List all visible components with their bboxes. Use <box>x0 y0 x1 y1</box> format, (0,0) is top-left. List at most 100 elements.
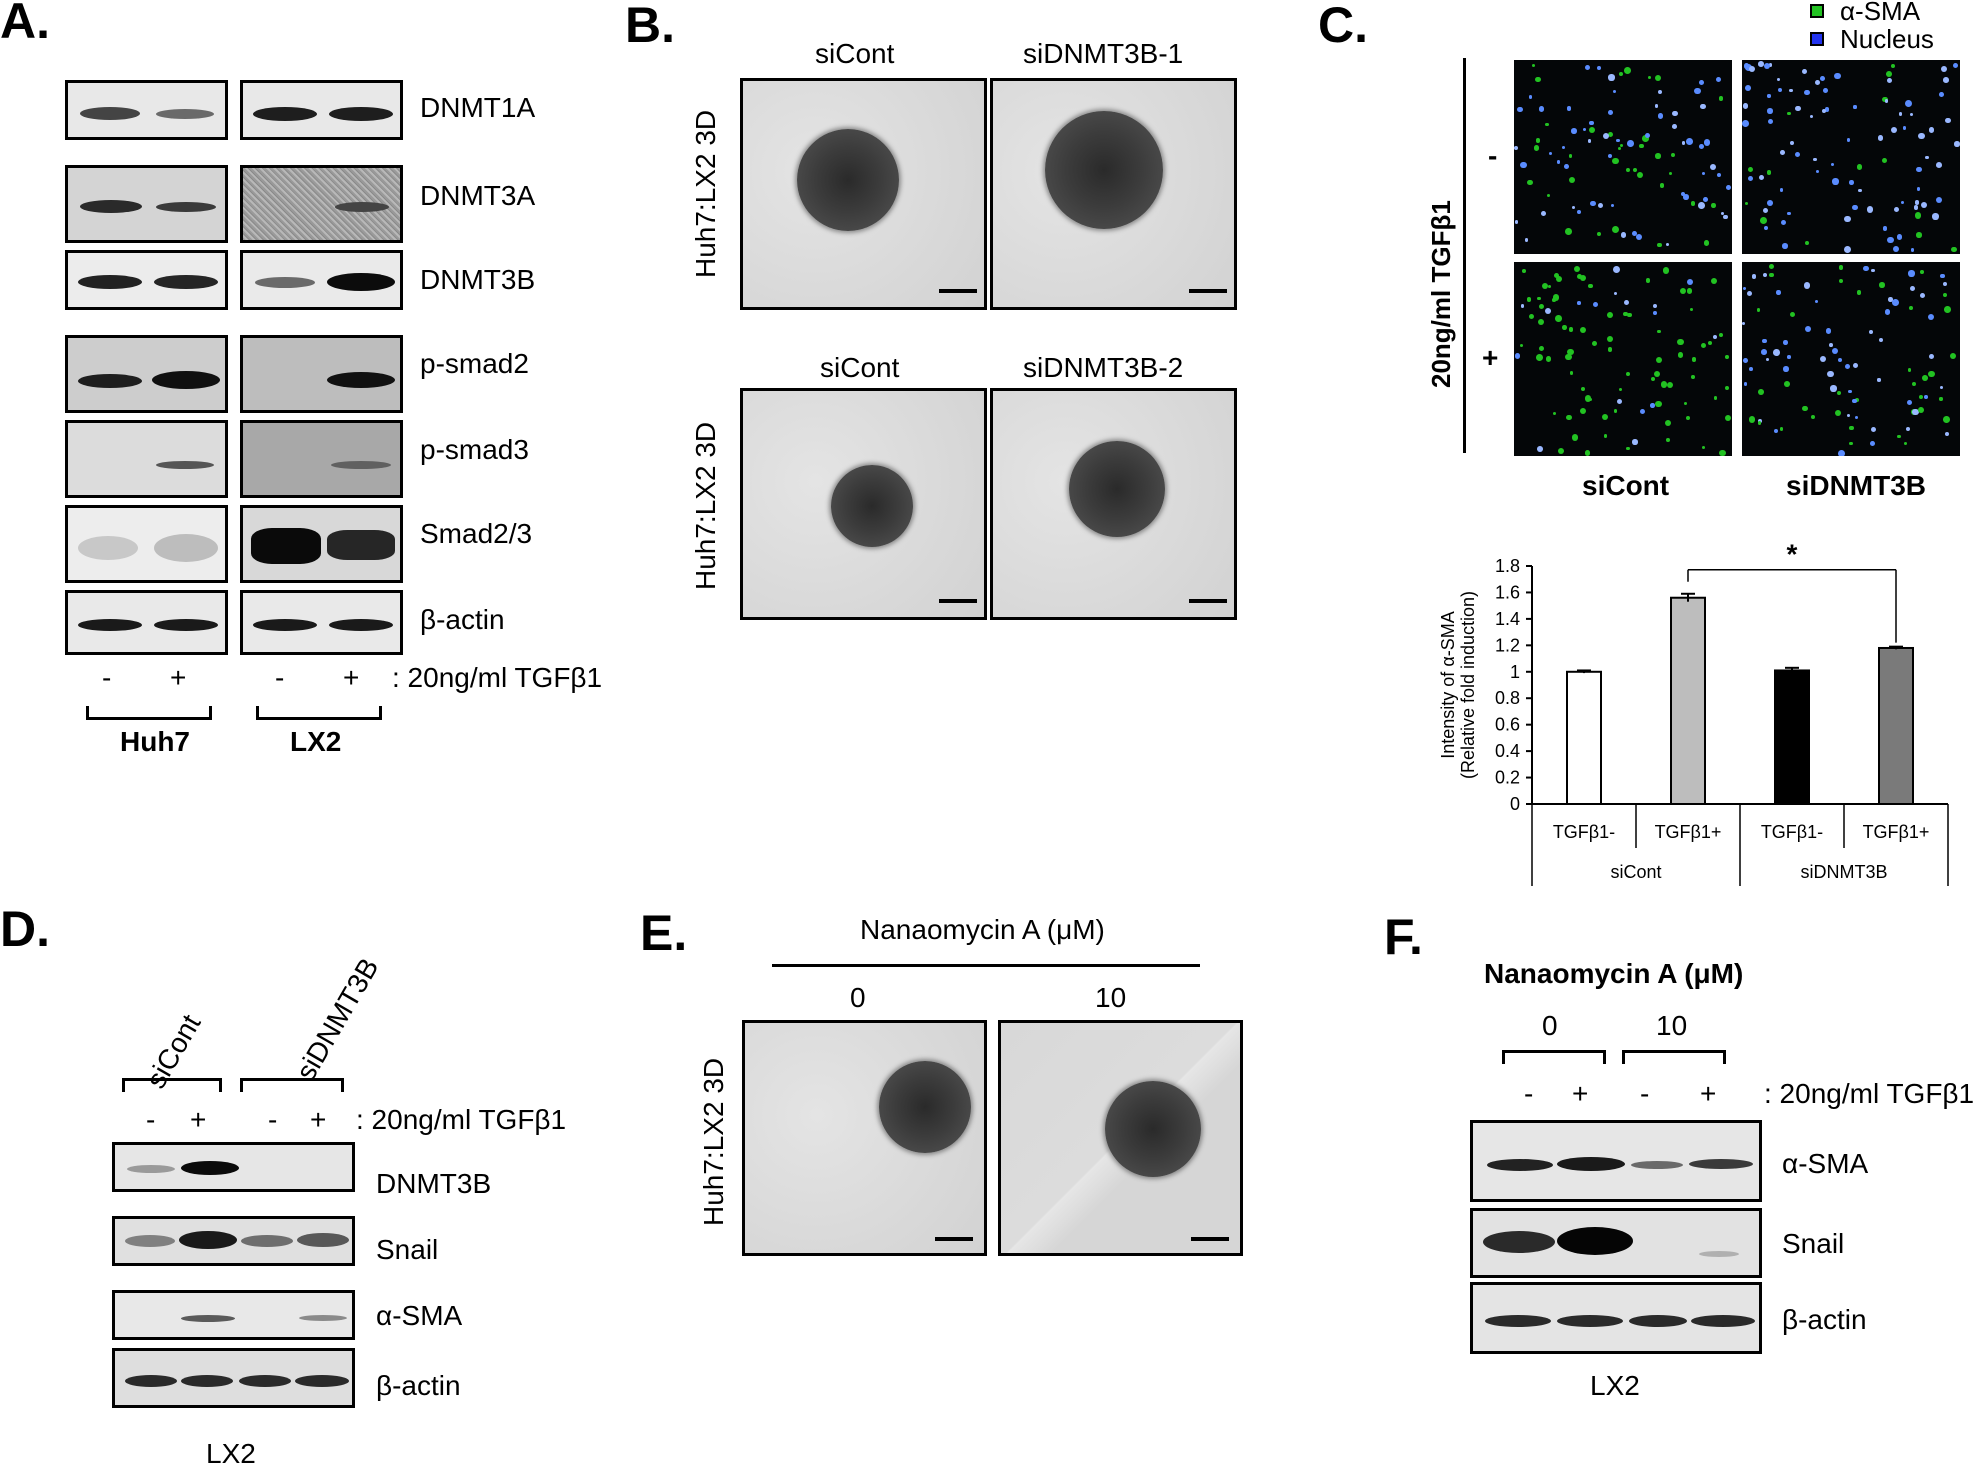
treatment-mark: - <box>102 662 112 693</box>
blot-f-snail <box>1470 1208 1762 1278</box>
blot-a-row-label: DNMT1A <box>420 92 536 123</box>
row-mark: + <box>1482 342 1499 373</box>
significance-star: * <box>1787 539 1798 570</box>
y-tick-label: 1 <box>1510 662 1520 682</box>
treatment-mark: - <box>1640 1078 1650 1109</box>
group-label: LX2 <box>290 726 342 757</box>
bar <box>1774 669 1810 805</box>
side-label: Huh7:LX2 3D <box>698 1057 729 1226</box>
treatment-mark: - <box>275 662 285 693</box>
y-tick-label: 0.4 <box>1495 741 1520 761</box>
y-tick-label: 0.6 <box>1495 715 1520 735</box>
treatment-mark: - <box>146 1104 156 1135</box>
blot-a-row-label: p-smad2 <box>420 348 529 379</box>
treatment-mark: - <box>1524 1078 1534 1109</box>
treatment-mark: - <box>268 1104 278 1135</box>
blot-d-dnmt3b <box>112 1142 355 1192</box>
panel-title: Nanaomycin A (μM) <box>860 914 1105 945</box>
legend-label: α-SMA <box>1840 0 1921 26</box>
group-bracket <box>240 1078 344 1092</box>
blot-a-lx2-psmad3 <box>240 420 403 498</box>
bar-chart: 0 0.2 0.4 0.6 0.8 1 1.2 1.4 1.6 1.8 Intensity of α… <box>1438 539 1949 886</box>
blot-a-huh7-psmad2 <box>65 335 228 413</box>
spheroid-image <box>990 78 1237 310</box>
treatment-mark: + <box>170 662 187 693</box>
group-label: siDNMT3B <box>1800 862 1887 882</box>
bar <box>1878 646 1914 805</box>
spheroid-image <box>990 388 1237 620</box>
fluorescence-image <box>1512 58 1734 256</box>
blot-a-row-label: p-smad3 <box>420 434 529 465</box>
blot-a-lx2-actin <box>240 590 403 655</box>
blot-f-row-label: α-SMA <box>1782 1148 1869 1179</box>
column-label: 0 <box>850 982 866 1013</box>
blot-a-row-label: DNMT3A <box>420 180 536 211</box>
blot-d-row-label: β-actin <box>376 1370 461 1401</box>
side-bracket <box>1463 58 1466 453</box>
x-tick-label: TGFβ1+ <box>1655 822 1722 842</box>
panel-title: Nanaomycin A (μM) <box>1484 958 1744 989</box>
group-bracket <box>256 706 382 720</box>
y-tick-label: 0 <box>1510 794 1520 814</box>
blot-f-row-label: β-actin <box>1782 1304 1867 1335</box>
treatment-mark: + <box>1572 1078 1589 1109</box>
group-bracket <box>1502 1050 1606 1064</box>
y-tick-label: 1.8 <box>1495 556 1520 576</box>
spheroid-image <box>742 1020 987 1256</box>
column-label: 10 <box>1095 982 1127 1013</box>
panel-b-label: B. <box>625 0 675 53</box>
column-label: 0 <box>1542 1010 1558 1041</box>
row-mark: - <box>1488 140 1498 171</box>
cell-label: LX2 <box>206 1438 256 1469</box>
x-tick-label: TGFβ1+ <box>1863 822 1930 842</box>
blot-a-lx2-psmad2 <box>240 335 403 413</box>
blot-f-asma <box>1470 1120 1762 1202</box>
column-label: siDNMT3B-2 <box>1023 352 1184 383</box>
title-rule <box>772 964 1200 967</box>
blot-a-huh7-dnmt1a <box>65 80 228 140</box>
legend-label: Nucleus <box>1840 24 1934 54</box>
treatment-label: : 20ng/ml TGFβ1 <box>356 1104 567 1135</box>
blot-a-row-label: Smad2/3 <box>420 518 533 549</box>
column-label: siDNMT3B <box>1786 470 1927 501</box>
y-tick-label: 1.4 <box>1495 609 1520 629</box>
panel-a-label: A. <box>0 0 50 49</box>
group-bracket <box>122 1078 222 1092</box>
blot-a-row-label: DNMT3B <box>420 264 536 295</box>
treatment-mark: + <box>310 1104 327 1135</box>
panel-c-label: C. <box>1318 0 1368 53</box>
side-label: Huh7:LX2 3D <box>690 109 721 278</box>
blot-d-row-label: Snail <box>376 1234 439 1265</box>
bar <box>1670 596 1706 805</box>
legend-swatch-blue <box>1810 32 1824 46</box>
blot-a-huh7-dnmt3b <box>65 250 228 310</box>
blot-a-lx2-dnmt1a <box>240 80 403 140</box>
group-bracket <box>1622 1050 1726 1064</box>
column-label: siCont <box>820 352 900 383</box>
side-label: 20ng/ml TGFβ1 <box>1426 200 1456 388</box>
panel-f-label: F. <box>1384 909 1423 965</box>
panel-e-label: E. <box>640 905 688 961</box>
blot-a-huh7-smad23 <box>65 505 228 583</box>
treatment-mark: + <box>1700 1078 1717 1109</box>
fluorescence-image <box>1740 260 1962 458</box>
column-label: siCont <box>815 38 895 69</box>
fluorescence-image <box>1740 58 1962 256</box>
group-bracket <box>86 706 212 720</box>
blot-a-huh7-actin <box>65 590 228 655</box>
blot-f-actin <box>1470 1282 1762 1354</box>
treatment-mark: + <box>343 662 360 693</box>
y-tick-label: 0.2 <box>1495 768 1520 788</box>
blot-d-row-label: α-SMA <box>376 1300 463 1331</box>
x-tick-label: TGFβ1- <box>1761 822 1823 842</box>
y-axis-label: Intensity of α-SMA <box>1438 611 1458 758</box>
spheroid-image <box>740 78 987 310</box>
treatment-label: : 20ng/ml TGFβ1 <box>392 662 603 693</box>
y-tick-label: 0.8 <box>1495 688 1520 708</box>
panel-d-label: D. <box>0 901 50 957</box>
blot-a-lx2-dnmt3a <box>240 165 403 243</box>
blot-a-lx2-smad23 <box>240 505 403 583</box>
fluorescence-image <box>1512 260 1734 458</box>
column-label: siDNMT3B-1 <box>1023 38 1184 69</box>
bar <box>1566 670 1602 805</box>
